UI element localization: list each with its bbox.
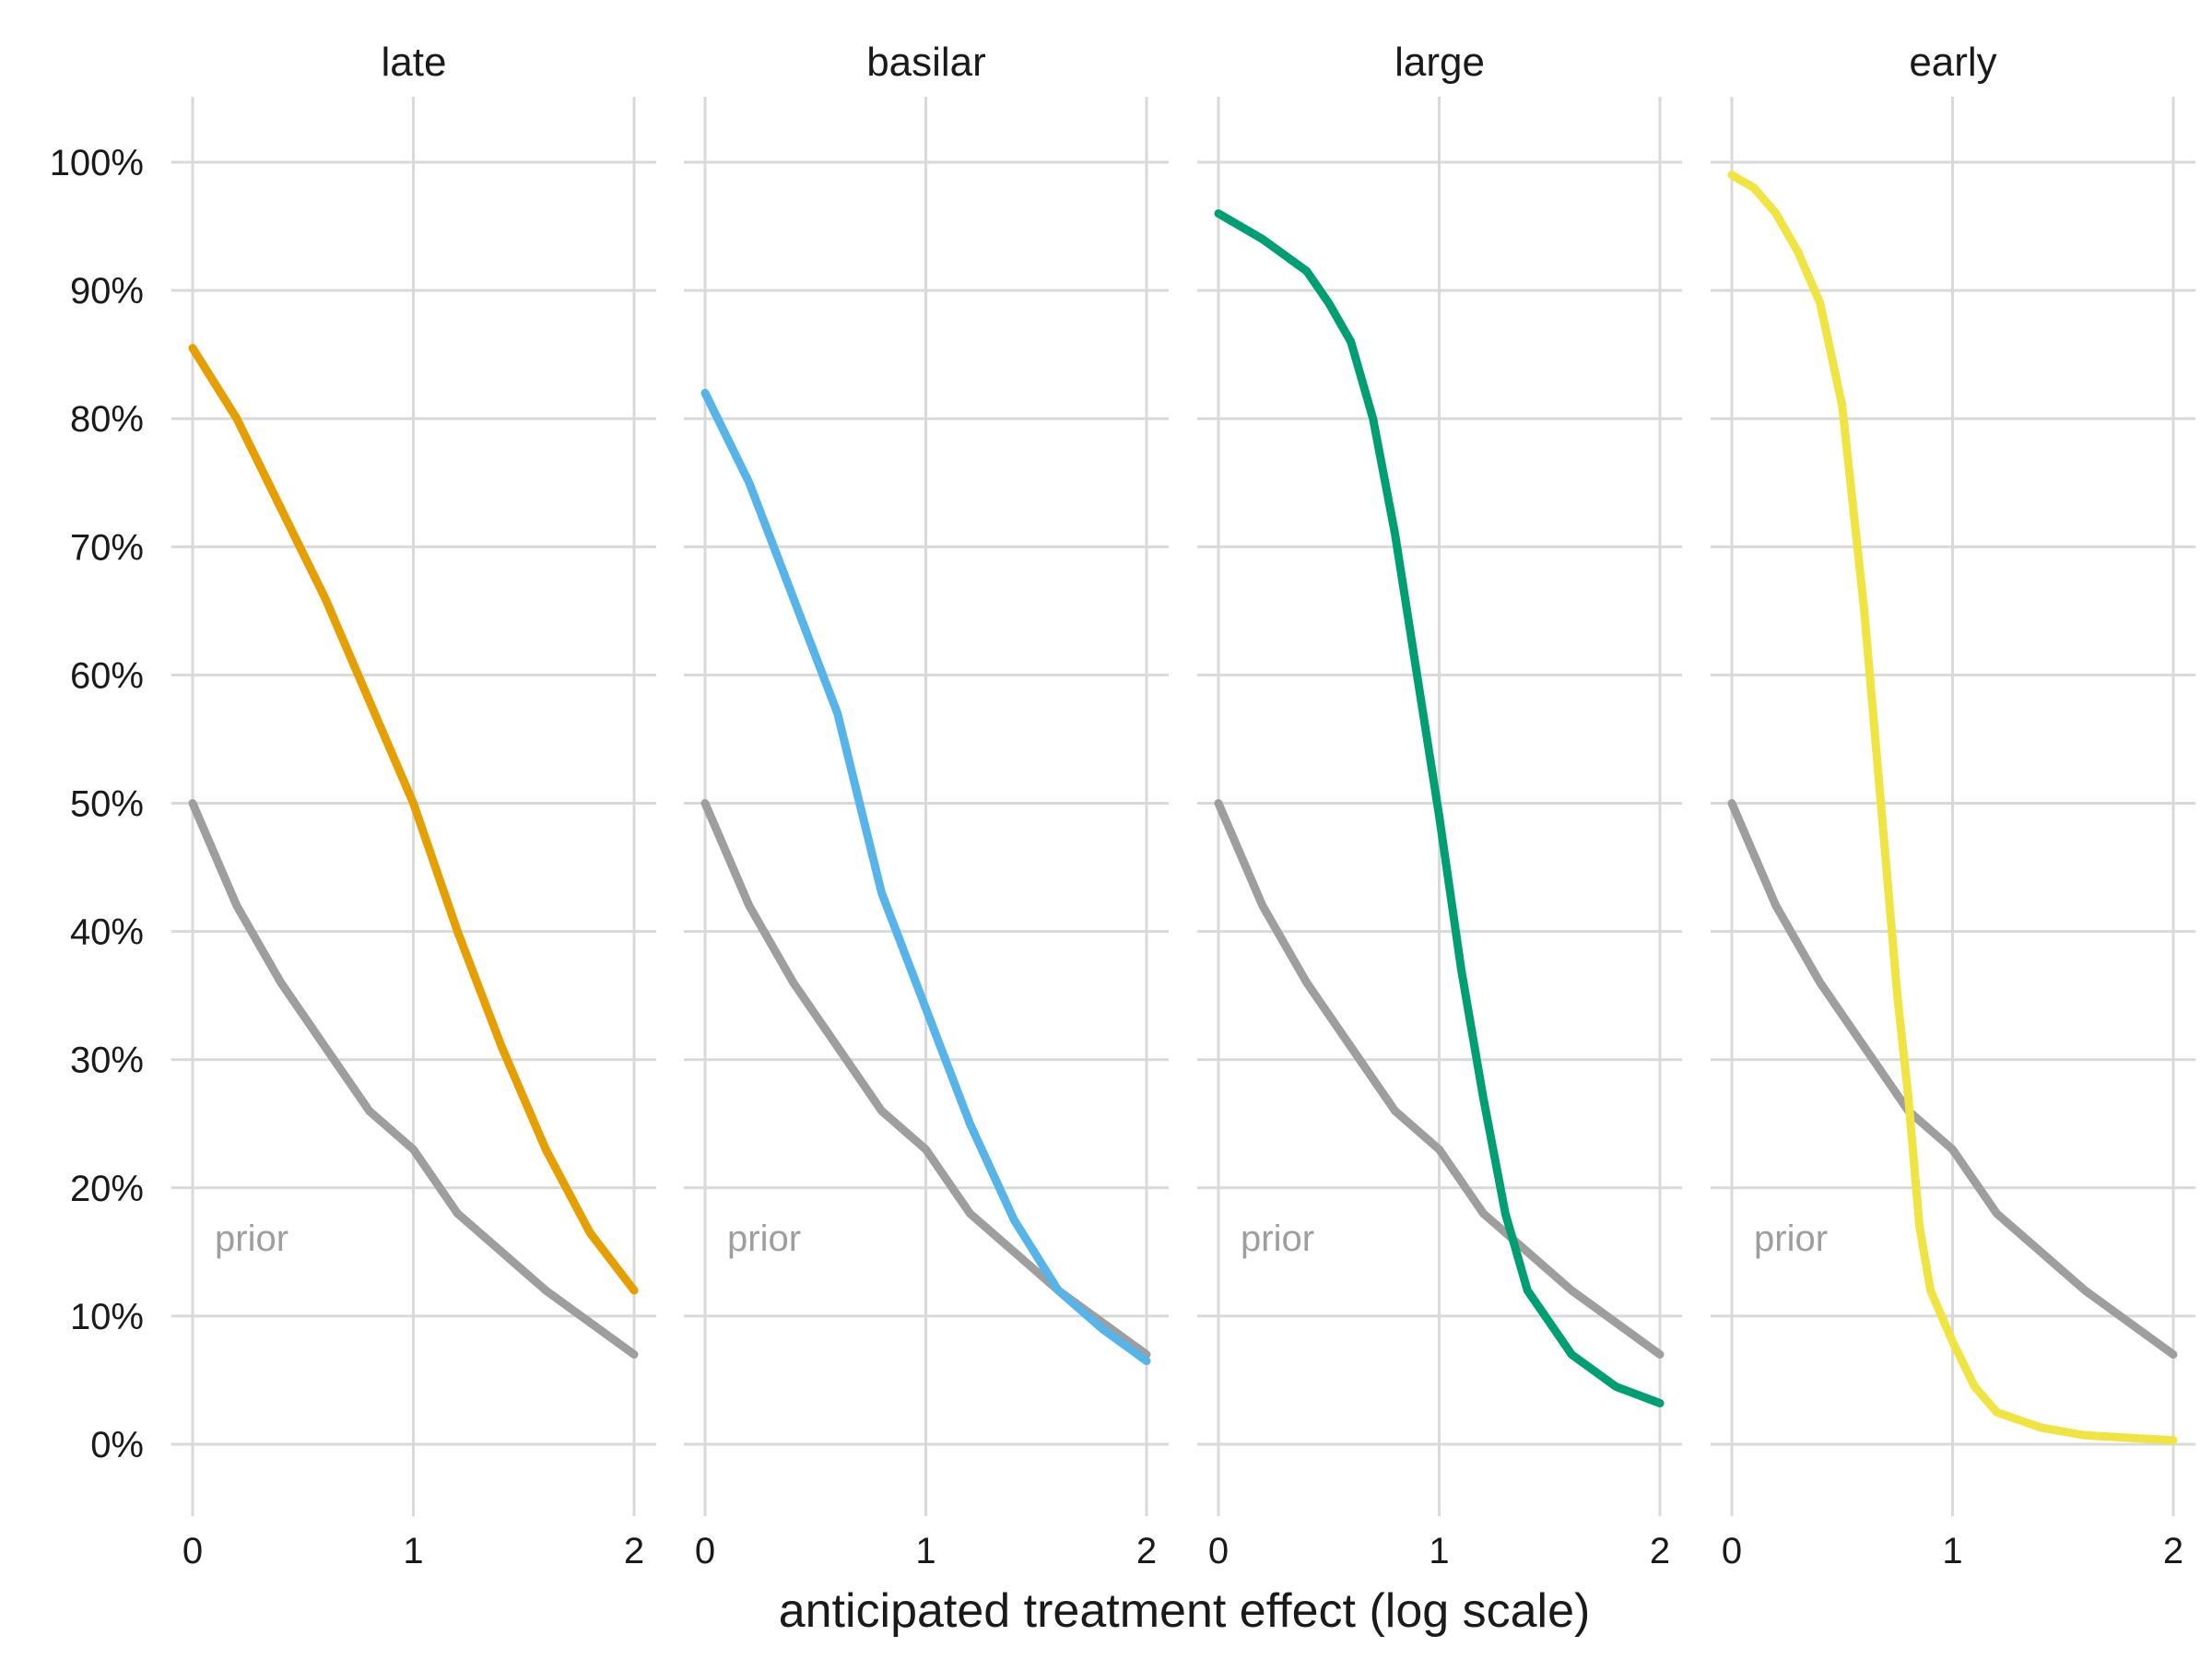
prior-label: prior [215,1218,288,1259]
prior-series-line [1214,799,1665,1359]
x-tick-label: 0 [1722,1531,1742,1571]
y-tick-label: 50% [70,784,144,825]
y-tick-label: 80% [70,399,144,440]
x-tick-label: 2 [1650,1531,1670,1571]
y-tick-label: 90% [70,271,144,312]
x-tick-label: 2 [624,1531,644,1571]
x-tick-label: 1 [1942,1531,1962,1571]
x-axis-title: anticipated treatment effect (log scale) [779,1584,1591,1638]
y-tick-label: 40% [70,912,144,953]
prior-label: prior [1754,1218,1828,1259]
panel-basilar: basilar 0 1 2 prior [684,40,1169,1571]
panel-title: basilar [866,40,986,85]
y-tick-label: 70% [70,527,144,568]
panel-early: early 0 1 2 prior [1711,40,2195,1571]
series-line-late [188,344,639,1295]
y-tick-label: 10% [70,1297,144,1337]
y-tick-label: 60% [70,655,144,696]
x-tick-label: 2 [2163,1531,2183,1571]
prior-label: prior [1241,1218,1314,1259]
x-tick-label: 0 [182,1531,203,1571]
x-tick-label: 1 [915,1531,935,1571]
panel-late: late 0 1 2 prior [171,40,656,1571]
prior-series-line [1727,799,2178,1359]
series-line-early [1727,171,2178,1445]
series-line-large [1214,209,1665,1407]
x-tick-label: 0 [1208,1531,1229,1571]
series-line-basilar [700,388,1151,1366]
y-tick-label: 100% [50,143,144,183]
panel-title: large [1394,40,1485,85]
x-tick-label: 1 [1429,1531,1449,1571]
prior-series-line [188,799,639,1359]
panel-title: early [1909,40,1996,85]
x-tick-label: 0 [695,1531,715,1571]
prior-label: prior [727,1218,801,1259]
panel-title: late [382,40,447,85]
x-tick-label: 2 [1136,1531,1157,1571]
y-tick-label: 20% [70,1169,144,1209]
y-tick-label: 30% [70,1041,144,1081]
panel-large: large 0 1 2 prior [1197,40,1682,1571]
x-tick-label: 1 [403,1531,423,1571]
y-tick-label: 0% [90,1425,144,1465]
